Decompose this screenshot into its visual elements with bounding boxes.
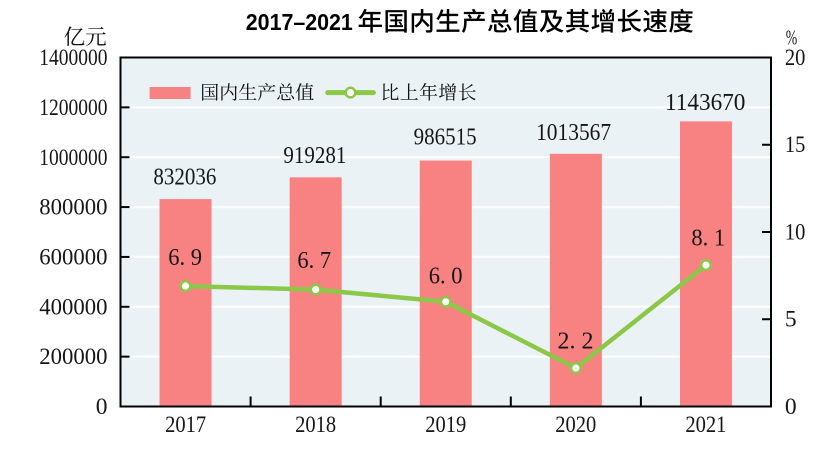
svg-text:2018: 2018 — [295, 412, 336, 438]
svg-text:20: 20 — [785, 45, 806, 71]
svg-text:10: 10 — [785, 219, 806, 245]
svg-text:600000: 600000 — [39, 245, 107, 271]
svg-text:2019: 2019 — [425, 412, 466, 438]
svg-text:6. 7: 6. 7 — [297, 247, 331, 274]
svg-text:986515: 986515 — [414, 124, 477, 151]
svg-text:832036: 832036 — [153, 164, 216, 191]
svg-text:400000: 400000 — [39, 294, 107, 320]
svg-text:2021: 2021 — [685, 412, 726, 438]
svg-text:2017–2021: 2017–2021 — [246, 9, 353, 35]
svg-text:0: 0 — [785, 394, 797, 420]
svg-text:1000000: 1000000 — [39, 145, 107, 171]
svg-text:8. 1: 8. 1 — [691, 225, 725, 252]
svg-text:1200000: 1200000 — [39, 95, 107, 121]
svg-text:1013567: 1013567 — [536, 119, 611, 146]
svg-text:1143670: 1143670 — [665, 89, 746, 116]
svg-text:0: 0 — [96, 394, 108, 420]
svg-text:6. 0: 6. 0 — [429, 262, 463, 289]
svg-text:2017: 2017 — [165, 412, 206, 438]
svg-text:5: 5 — [785, 307, 797, 333]
svg-text:2020: 2020 — [555, 412, 596, 438]
svg-text:%: % — [786, 27, 798, 49]
svg-text:2. 2: 2. 2 — [558, 327, 594, 354]
svg-text:200000: 200000 — [39, 344, 107, 370]
svg-text:6. 9: 6. 9 — [168, 244, 202, 271]
svg-text:15: 15 — [785, 132, 806, 158]
svg-text:800000: 800000 — [39, 195, 107, 221]
svg-text:1400000: 1400000 — [39, 45, 107, 71]
svg-text:919281: 919281 — [283, 142, 346, 169]
